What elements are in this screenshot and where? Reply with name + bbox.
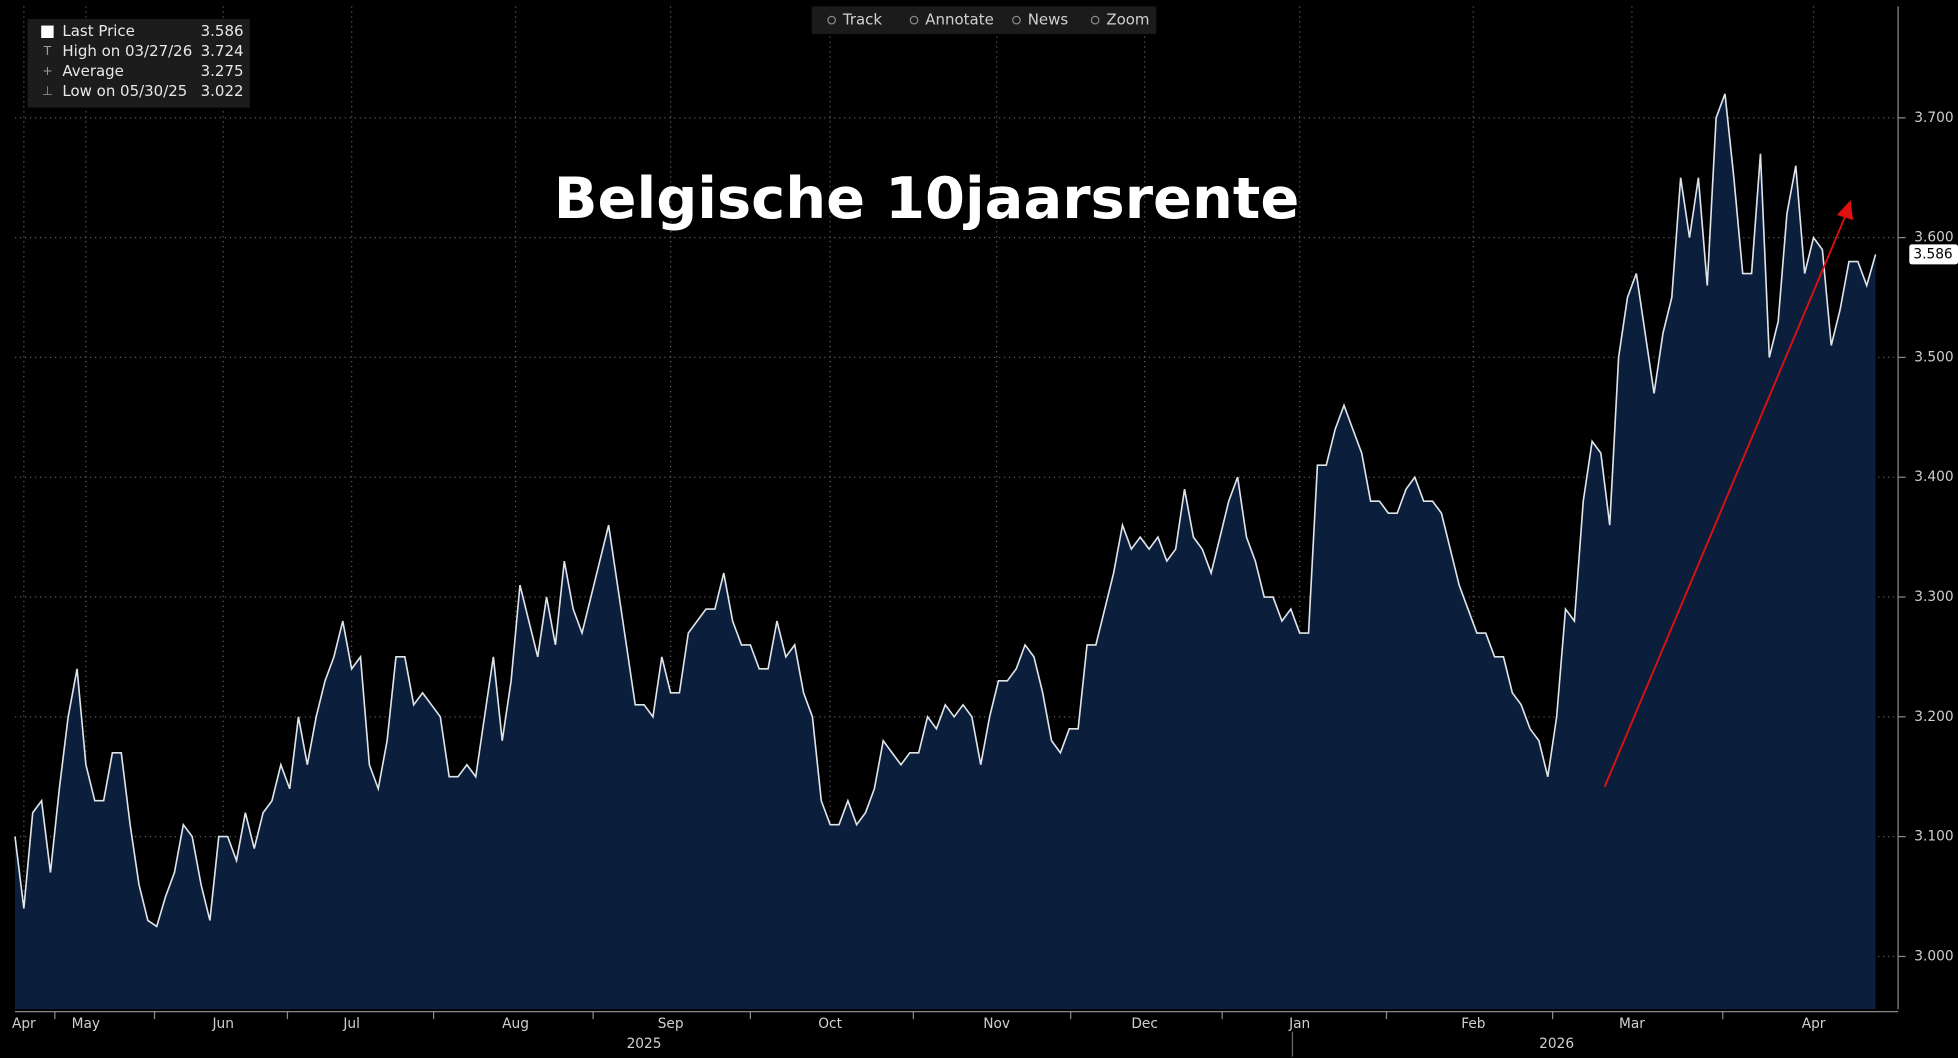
x-tick-label: May xyxy=(72,1016,100,1032)
y-tick-label: 3.100 xyxy=(1914,829,1953,845)
legend-icon: + xyxy=(42,63,52,78)
legend-label: Average xyxy=(62,62,123,80)
x-tick-label: Jan xyxy=(1288,1016,1310,1032)
toolbar-buttons: Track Annotate News Zoom xyxy=(827,11,1150,29)
x-tick-label: Sep xyxy=(658,1016,684,1032)
x-tick-label: Jun xyxy=(211,1016,233,1032)
y-tick-label: 3.400 xyxy=(1914,469,1953,485)
area-fill xyxy=(14,93,1876,1010)
legend-icon: T xyxy=(43,43,52,58)
toolbar-icon xyxy=(827,15,837,25)
toolbar-icon xyxy=(909,15,919,25)
x-tick-label: Dec xyxy=(1131,1016,1158,1032)
annotation-arrow xyxy=(1603,212,1848,788)
y-tick-label: 3.200 xyxy=(1914,709,1953,725)
last-price-label: 3.586 xyxy=(1913,246,1952,262)
legend-icon: ■ xyxy=(40,21,55,40)
legend-value: 3.586 xyxy=(201,22,244,40)
y-tick-label: 3.500 xyxy=(1914,349,1953,365)
x-tick-label: Apr xyxy=(12,1016,36,1032)
x-tick-label: Apr xyxy=(1802,1016,1826,1032)
x-tick-label: Feb xyxy=(1461,1016,1485,1032)
year-label: 2026 xyxy=(1539,1036,1574,1052)
legend-label: Last Price xyxy=(62,22,134,40)
x-tick-label: Aug xyxy=(502,1016,529,1032)
x-tick-label: Nov xyxy=(983,1016,1010,1032)
legend: ■ Last Price 3.586 T High on 03/27/26 3.724 + A… xyxy=(40,21,244,100)
chart-title: Belgische 10jaarsrente xyxy=(554,165,1300,232)
price-line xyxy=(14,93,1877,928)
x-tick-label: Mar xyxy=(1619,1016,1645,1032)
toolbar-icon xyxy=(1090,15,1100,25)
legend-box xyxy=(27,18,250,108)
toolbar-button[interactable]: Track xyxy=(842,11,882,29)
toolbar-button[interactable]: Annotate xyxy=(925,11,993,29)
toolbar-icon xyxy=(1012,15,1021,25)
x-tick-label: Jul xyxy=(342,1016,360,1032)
legend-icon: ⊥ xyxy=(42,83,53,98)
y-tick-label: 3.300 xyxy=(1914,589,1953,605)
legend-value: 3.724 xyxy=(201,42,244,60)
plot-area xyxy=(14,6,1899,1010)
arrow-head xyxy=(1836,199,1854,220)
y-tick-label: 3.000 xyxy=(1914,948,1953,964)
toolbar-button[interactable]: News xyxy=(1028,11,1069,29)
toolbar-button[interactable]: Zoom xyxy=(1106,11,1149,29)
y-tick-label: 3.700 xyxy=(1914,110,1953,126)
y-tick-label: 3.600 xyxy=(1914,230,1953,246)
legend-label: High on 03/27/26 xyxy=(62,42,192,60)
x-tick-label: Oct xyxy=(818,1016,842,1032)
last-price-tag xyxy=(1909,244,1958,265)
legend-label: Low on 05/30/25 xyxy=(62,82,187,100)
legend-value: 3.275 xyxy=(201,62,244,80)
legend-value: 3.022 xyxy=(201,82,244,100)
year-label: 2025 xyxy=(627,1036,662,1052)
